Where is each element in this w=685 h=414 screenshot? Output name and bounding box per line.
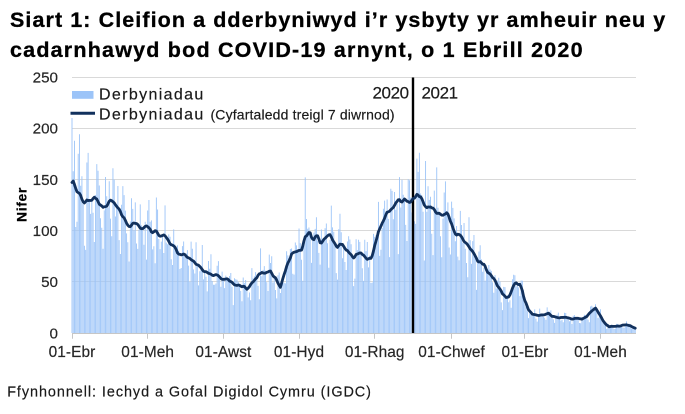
svg-text:Nifer: Nifer [14, 187, 30, 222]
svg-text:200: 200 [33, 121, 58, 138]
svg-text:2020: 2020 [372, 83, 408, 102]
svg-text:100: 100 [33, 223, 58, 240]
svg-text:250: 250 [33, 70, 58, 87]
svg-text:01-Meh: 01-Meh [121, 344, 174, 361]
svg-text:Siart 1: Cleifion a dderbyniwy: Siart 1: Cleifion a dderbyniwyd i’r ysby… [10, 8, 666, 32]
svg-text:50: 50 [41, 274, 58, 291]
svg-text:Derbyniadau: Derbyniadau [99, 87, 205, 104]
svg-text:0: 0 [50, 325, 58, 342]
svg-text:01-Chwef: 01-Chwef [418, 344, 485, 361]
svg-text:01-Ebr: 01-Ebr [502, 344, 549, 361]
svg-text:2021: 2021 [422, 83, 458, 102]
svg-text:01-Ebr: 01-Ebr [49, 344, 96, 361]
svg-text:01-Hyd: 01-Hyd [274, 344, 324, 361]
svg-text:Ffynhonnell: Iechyd a Gofal Di: Ffynhonnell: Iechyd a Gofal Digidol Cymr… [7, 384, 372, 400]
svg-text:Derbyniadau (Cyfartaledd treig: Derbyniadau (Cyfartaledd treigl 7 diwrno… [99, 107, 395, 124]
svg-text:150: 150 [33, 172, 58, 189]
svg-text:cadarnhawyd bod COVID-19 arnyn: cadarnhawyd bod COVID-19 arnynt, o 1 Ebr… [10, 38, 584, 62]
svg-text:01-Rhag: 01-Rhag [345, 344, 405, 361]
svg-text:01-Awst: 01-Awst [195, 344, 252, 361]
svg-text:01-Meh: 01-Meh [574, 344, 627, 361]
